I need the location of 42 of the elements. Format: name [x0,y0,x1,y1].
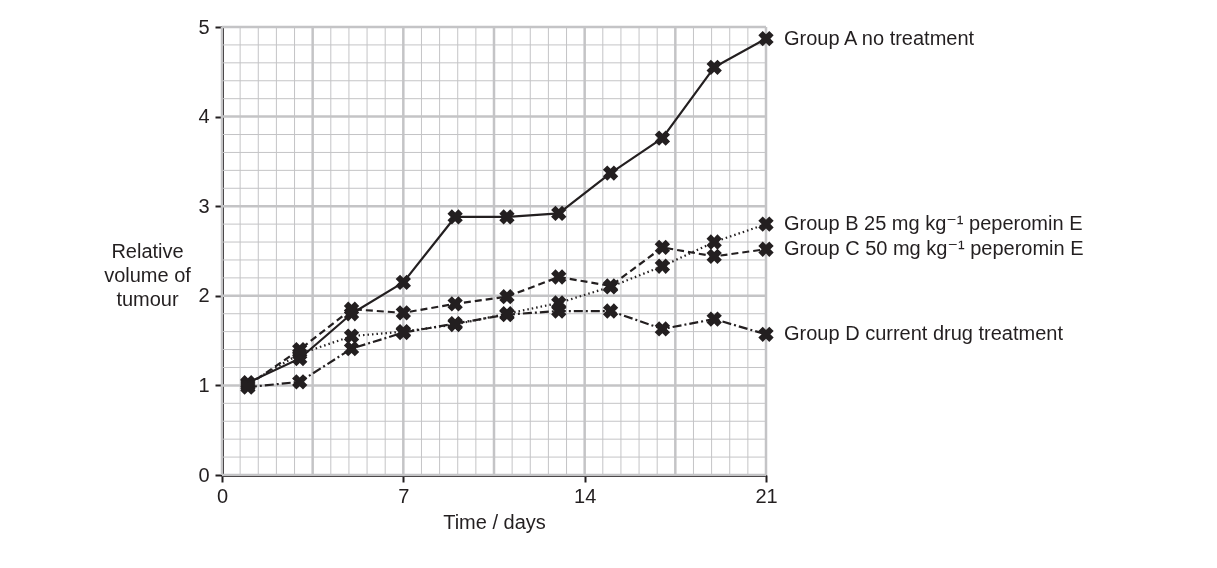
point [292,374,308,390]
point [343,328,360,344]
point [395,305,411,321]
y-tick-label: 4 [198,105,210,128]
point [395,274,411,291]
x-axis-title: Time / days [443,510,546,533]
point [602,165,619,181]
y-tick-label: 5 [198,15,210,38]
point [758,241,774,257]
y-tick-label: 0 [198,463,210,486]
point [654,130,671,146]
y-axis-title: Relative volume of tumour [104,239,192,310]
point [758,216,774,232]
point [447,296,463,312]
point [551,205,567,222]
series-label: Group C 50 mg kg⁻¹ peperomin E [784,237,1084,260]
point [343,341,360,357]
point [758,30,774,47]
series-label: Group D current drug treatment [784,322,1064,345]
series-label: Group A no treatment [784,26,975,49]
x-tick-label: 7 [398,484,410,507]
point [706,248,722,265]
y-tick-label: 2 [198,284,210,307]
x-tick-label: 21 [755,484,778,507]
y-tick-label: 1 [198,373,210,396]
point [551,269,567,285]
point [343,301,360,317]
point [706,59,722,75]
point [447,209,463,225]
point [499,289,515,305]
y-tick-label: 3 [198,194,210,217]
point [654,258,671,274]
series-label: Group B 25 mg kg⁻¹ peperomin E [784,212,1083,235]
point [602,303,619,319]
x-tick-label: 0 [216,484,229,507]
point [654,321,671,337]
point [654,239,671,256]
point [706,311,722,327]
x-tick-label: 14 [574,484,597,507]
point [758,326,774,342]
point [499,209,515,225]
point [706,234,722,250]
